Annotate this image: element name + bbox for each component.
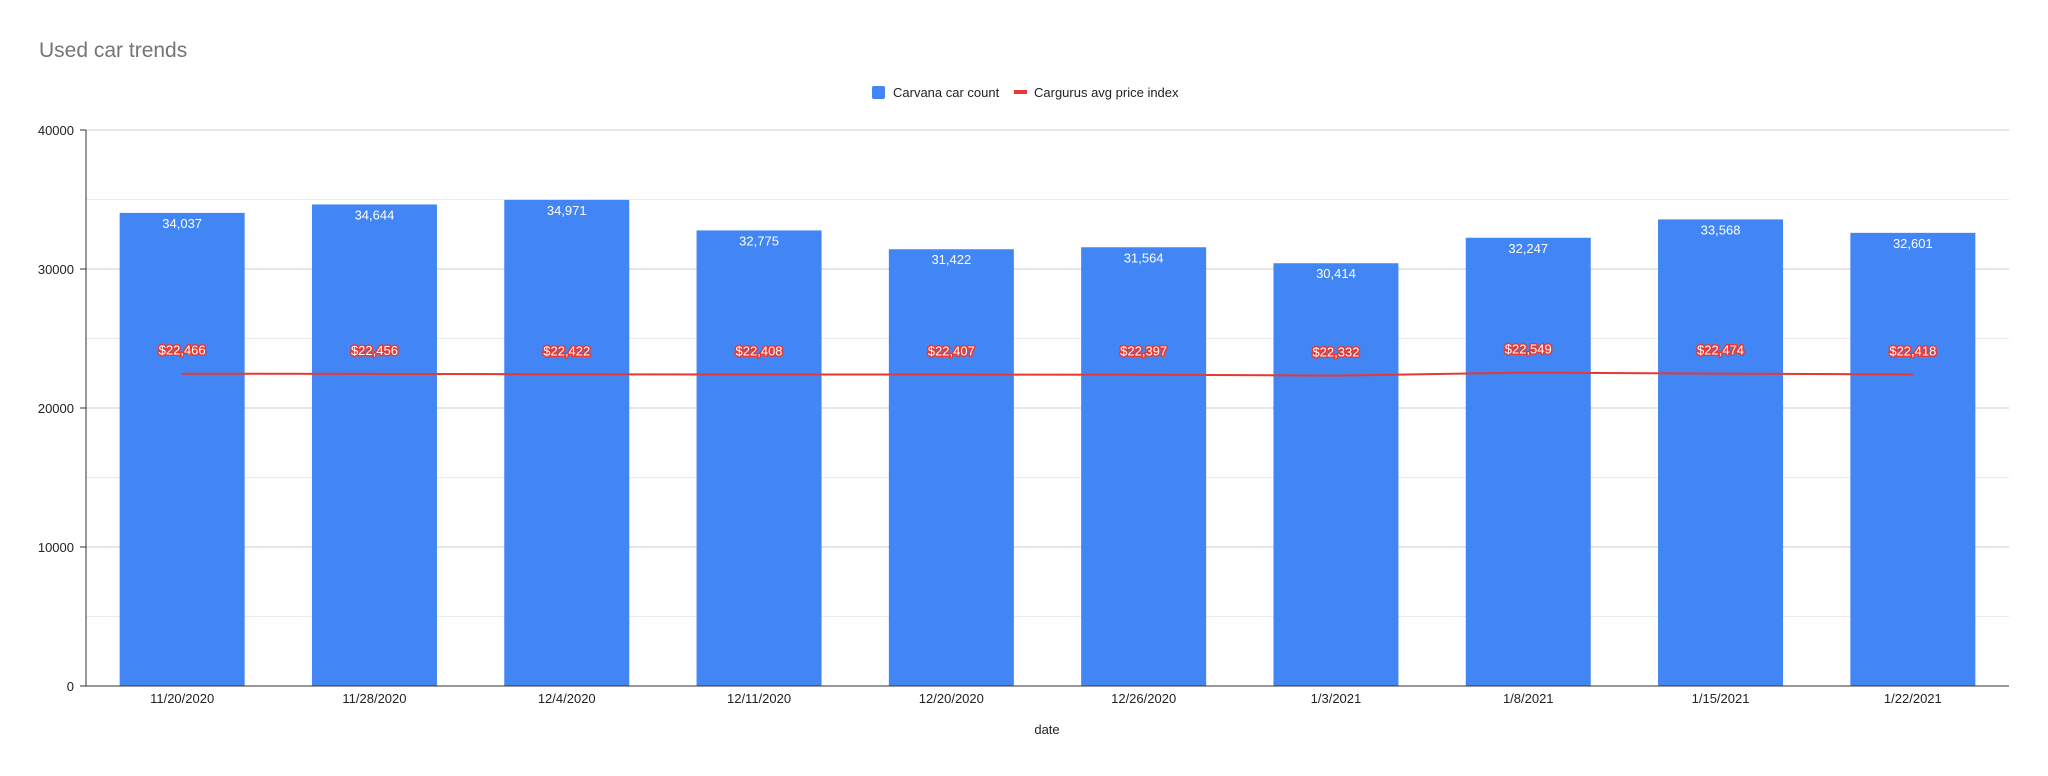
legend: Carvana car count Cargurus avg price ind… [872,85,1179,100]
price-data-label: $22,332 [1312,345,1359,360]
bar-4 [696,230,822,687]
bar-8 [1465,237,1591,686]
legend-swatch-cargurus-avg-price-index [1014,90,1027,94]
price-line-group [182,371,1913,377]
x-tick-label: 11/20/2020 [150,691,214,706]
bar-data-label: 34,644 [355,207,395,222]
bar-data-label: 30,414 [1316,266,1356,281]
price-data-label: $22,407 [928,344,975,359]
price-data-label: $22,466 [159,343,206,358]
price-data-label: $22,422 [543,343,590,358]
bar-data-label: 32,775 [739,233,779,248]
bar-3 [504,199,630,686]
price-data-label: $22,418 [1889,343,1936,358]
price-data-labels: $22,466 $22,456 $22,422 $22,408 $22,407 $22,3… [157,340,1938,361]
bar-data-label: 34,037 [162,216,202,231]
bar-data-label: 31,564 [1124,250,1164,265]
y-axis-ticks: 0 10000 20000 30000 40000 [38,123,86,694]
x-tick-label: 1/8/2021 [1503,691,1554,706]
bar-2 [311,204,437,686]
y-tick-label: 40000 [38,123,74,138]
x-tick-label: 12/4/2020 [538,691,596,706]
x-tick-label: 11/28/2020 [342,691,406,706]
bar-data-label: 32,247 [1508,241,1548,256]
y-tick-label: 20000 [38,401,74,416]
bar-data-label: 31,422 [931,252,971,267]
legend-label-cargurus-avg-price-index: Cargurus avg price index [1034,85,1179,100]
x-tick-label: 1/15/2021 [1692,691,1750,706]
x-tick-label: 1/22/2021 [1884,691,1942,706]
bar-6 [1081,247,1207,686]
price-data-label: $22,408 [736,344,783,359]
y-tick-label: 10000 [38,540,74,555]
bar-10 [1850,232,1976,686]
x-axis-title: date [1034,722,1059,737]
bar-data-labels: 34,037 34,644 34,971 32,775 31,422 31,564 30,4… [162,203,1932,281]
bar-7 [1273,263,1399,686]
legend-label-carvana-car-count: Carvana car count [893,85,1000,100]
price-data-label: $22,549 [1505,342,1552,357]
legend-swatch-carvana-car-count [872,86,885,99]
chart-title: Used car trends [39,39,187,62]
x-tick-label: 12/11/2020 [727,691,791,706]
x-tick-label: 12/26/2020 [1111,691,1176,706]
x-tick-label: 12/20/2020 [919,691,984,706]
bars [119,199,1976,687]
bar-1 [119,212,245,687]
x-tick-label: 1/3/2021 [1311,691,1362,706]
bar-data-label: 34,971 [547,203,587,218]
x-axis-ticks: 11/20/2020 11/28/2020 12/4/2020 12/11/2020 1… [150,691,1942,706]
price-data-label: $22,397 [1120,344,1167,359]
bar-data-label: 33,568 [1701,222,1741,237]
price-data-label: $22,456 [351,343,398,358]
bar-data-label: 32,601 [1893,236,1933,251]
bar-9 [1658,219,1784,687]
price-line [182,371,1913,377]
bar-5 [888,249,1014,687]
price-data-label: $22,474 [1697,343,1744,358]
y-tick-label: 0 [67,679,74,694]
y-tick-label: 30000 [38,262,74,277]
